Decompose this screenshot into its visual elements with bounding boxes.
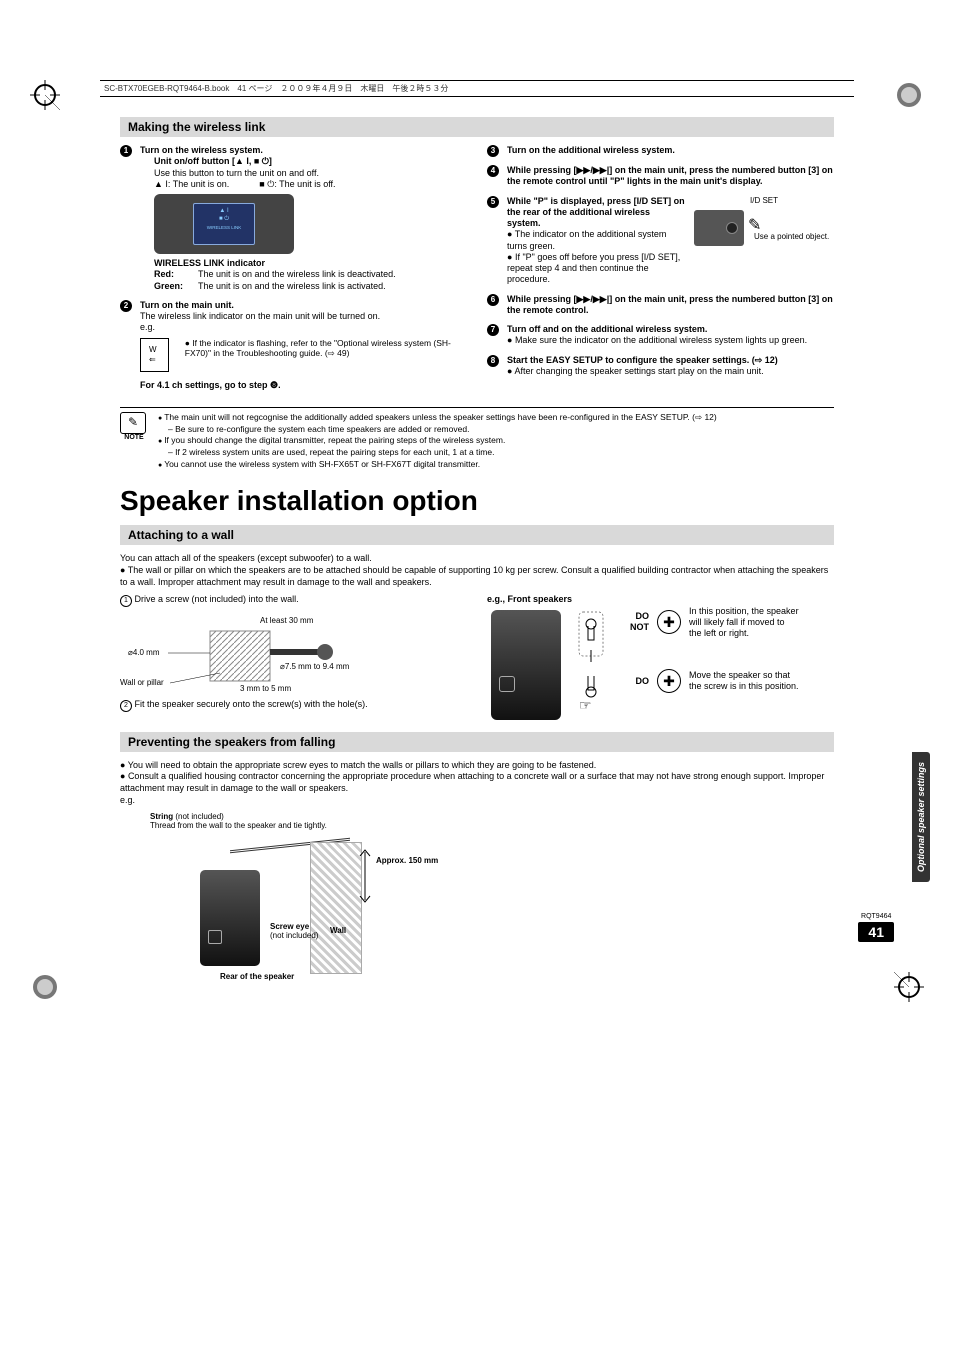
svg-text:☞: ☞ xyxy=(579,697,592,713)
screw-head-icon-2: ✚ xyxy=(657,669,681,693)
step-8-title: Start the EASY SETUP to configure the sp… xyxy=(507,355,834,366)
fall-prevention-diagram: String (not included) Thread from the wa… xyxy=(120,812,834,982)
unit-on-text: ▲ I: The unit is on. xyxy=(154,179,229,190)
prevent-eg: e.g. xyxy=(120,795,834,807)
unit-button-desc: Use this button to turn the unit on and … xyxy=(154,168,467,179)
step-7-b1: Make sure the indicator on the additiona… xyxy=(515,335,807,345)
section-attaching-wall: Attaching to a wall xyxy=(120,525,834,545)
step-2-footer: For 4.1 ch settings, go to step ❽. xyxy=(140,380,467,391)
main-unit-indicator-diagram: W ⇐ xyxy=(140,338,169,372)
step-4-badge: 4 xyxy=(487,165,499,177)
wl-green-label: Green: xyxy=(154,281,192,292)
id-set-diagram: I/D SET ✎ Use a pointed object. xyxy=(694,196,834,256)
svg-text:3 mm to 5 mm: 3 mm to 5 mm xyxy=(240,684,291,693)
section-making-wireless-link: Making the wireless link xyxy=(120,117,834,137)
page-title: Speaker installation option xyxy=(120,485,834,517)
step-4-title: While pressing [▶▶/▶▶|] on the main unit… xyxy=(507,165,834,188)
screw-diagram: At least 30 mm ⌀4.0 mm ⌀7.5 mm to 9.4 mm… xyxy=(120,613,467,693)
eg-front-speakers: e.g., Front speakers xyxy=(487,594,834,605)
step-3-badge: 3 xyxy=(487,145,499,157)
step-6-title: While pressing [▶▶/▶▶|] on the main unit… xyxy=(507,294,834,317)
step-7-title: Turn off and on the additional wireless … xyxy=(507,324,834,335)
do-label: DO xyxy=(621,676,649,687)
prevent-p2: Consult a qualified housing contractor c… xyxy=(120,771,824,793)
screw-head-icon: ✚ xyxy=(657,610,681,634)
svg-text:⌀7.5 mm to 9.4 mm: ⌀7.5 mm to 9.4 mm xyxy=(280,662,350,671)
unit-button-label: Unit on/off button [▲ I, ■ ⏻] xyxy=(154,156,467,167)
prevent-p1: You will need to obtain the appropriate … xyxy=(128,760,596,770)
step-7-badge: 7 xyxy=(487,324,499,336)
crop-mark-bl xyxy=(30,972,60,1002)
step-2-badge: 2 xyxy=(120,300,132,312)
eg-label: e.g. xyxy=(140,322,467,333)
step-2-title: Turn on the main unit. xyxy=(140,300,467,311)
do-text: Move the speaker so that the screw is in… xyxy=(689,670,799,693)
wl-green-text: The unit is on and the wireless link is … xyxy=(198,281,386,292)
section-preventing-fall: Preventing the speakers from falling xyxy=(120,732,834,752)
step-3-title: Turn on the additional wireless system. xyxy=(507,145,834,156)
side-tab-optional-speaker: Optional speaker settings xyxy=(912,752,930,882)
front-speaker-diagram xyxy=(491,610,561,720)
wl-indicator-heading: WIRELESS LINK indicator xyxy=(154,258,467,269)
page-number: RQT9464 41 xyxy=(858,913,894,942)
svg-text:⌀4.0 mm: ⌀4.0 mm xyxy=(128,648,160,657)
crop-mark-tl xyxy=(30,80,60,110)
step-1-title: Turn on the wireless system. xyxy=(140,145,467,156)
attach-step2: Fit the speaker securely onto the screw(… xyxy=(135,699,368,709)
do-not-label: DO NOT xyxy=(621,611,649,634)
step-8-badge: 8 xyxy=(487,355,499,367)
do-not-text: In this position, the speaker will likel… xyxy=(689,606,799,640)
unit-off-text: ■ ⏻: The unit is off. xyxy=(259,179,335,190)
step-5-b1: The indicator on the additional system t… xyxy=(507,229,666,250)
note-list: The main unit will not regcognise the ad… xyxy=(158,412,717,472)
wireless-unit-diagram: ▲ I ■ ⏻ WIRELESS LINK xyxy=(154,194,294,254)
step-5-b2: If "P" goes off before you press [I/D SE… xyxy=(507,252,680,285)
wl-red-label: Red: xyxy=(154,269,192,280)
note-icon: ✎ NOTE xyxy=(120,412,148,472)
attach-p2: The wall or pillar on which the speakers… xyxy=(120,565,828,587)
doc-header: SC-BTX70EGEB-RQT9464-B.book 41 ページ ２００９年… xyxy=(100,80,854,97)
attach-p1: You can attach all of the speakers (exce… xyxy=(120,553,834,565)
svg-text:At least 30 mm: At least 30 mm xyxy=(260,616,314,625)
svg-text:Wall or pillar: Wall or pillar xyxy=(120,678,164,687)
indicator-flash-text: If the indicator is flashing, refer to t… xyxy=(185,338,451,359)
step-5-title: While "P" is displayed, press [I/D SET] … xyxy=(507,196,686,230)
step-8-b1: After changing the speaker settings star… xyxy=(514,366,763,376)
step-6-badge: 6 xyxy=(487,294,499,306)
step-2-desc: The wireless link indicator on the main … xyxy=(140,311,467,322)
step-1-badge: 1 xyxy=(120,145,132,157)
crop-mark-br xyxy=(894,972,924,1002)
step-5-badge: 5 xyxy=(487,196,499,208)
keyhole-diagram: ☞ xyxy=(571,606,611,716)
attach-step1: Drive a screw (not included) into the wa… xyxy=(135,594,299,604)
wl-red-text: The unit is on and the wireless link is … xyxy=(198,269,396,280)
crop-mark-tr xyxy=(894,80,924,110)
